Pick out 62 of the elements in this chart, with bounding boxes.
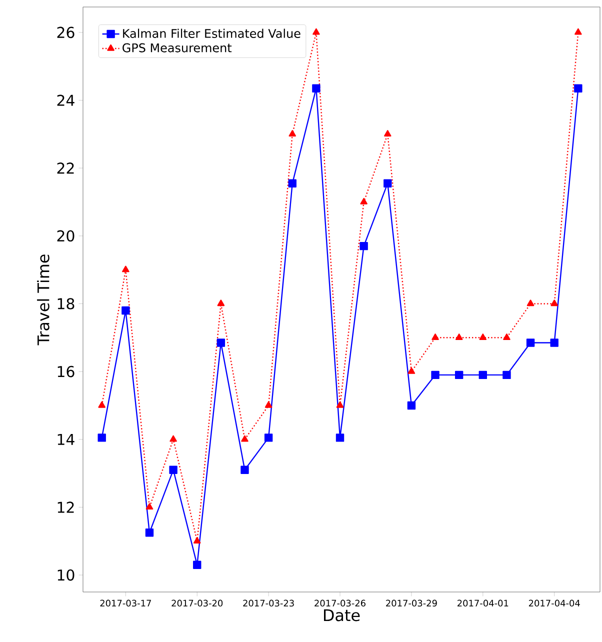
point — [360, 242, 368, 250]
point — [407, 401, 416, 410]
y-tick-label: 22 — [57, 162, 74, 174]
y-tick-label: 26 — [57, 26, 74, 38]
point — [479, 334, 487, 340]
point — [169, 466, 178, 474]
point — [145, 528, 154, 537]
point — [432, 334, 439, 340]
y-tick-label: 20 — [57, 230, 74, 242]
y-tick-label: 14 — [58, 434, 74, 445]
legend-label: Kalman Filter Estimated Value — [123, 28, 300, 38]
point — [122, 266, 130, 272]
x-tick-label: 2017-03-26 — [314, 600, 366, 607]
x-tick-label: 2017-04-04 — [528, 600, 580, 607]
point — [360, 198, 368, 204]
point — [454, 370, 464, 380]
point — [336, 434, 344, 442]
point — [312, 84, 320, 92]
point — [478, 370, 488, 380]
point — [384, 179, 392, 188]
point — [503, 334, 510, 340]
point — [336, 401, 344, 408]
point — [574, 84, 582, 92]
point — [264, 434, 273, 442]
x-axis-title: Date — [324, 609, 360, 622]
y-tick-label: 10 — [58, 569, 74, 581]
x-tick-label: 2017-04-01 — [458, 600, 508, 607]
point — [550, 338, 558, 347]
point — [455, 334, 463, 340]
point — [526, 300, 534, 306]
y-axis-title: Travel Time — [37, 254, 50, 346]
point — [170, 435, 177, 442]
point — [98, 401, 106, 408]
y-tick-label: 18 — [58, 298, 74, 310]
point — [288, 130, 296, 137]
x-tick-label: 2017-03-20 — [172, 600, 223, 607]
y-tick-label: 16 — [58, 366, 74, 378]
point — [502, 370, 511, 380]
point — [408, 367, 416, 374]
legend-label: GPS Measurement — [122, 43, 232, 52]
point — [122, 306, 130, 315]
y-tick-label: 24 — [57, 94, 74, 106]
point — [193, 537, 201, 544]
point — [264, 401, 272, 408]
point — [217, 300, 225, 306]
point — [574, 28, 582, 35]
point — [241, 435, 248, 442]
point — [312, 28, 320, 35]
point — [216, 338, 226, 347]
x-tick-label: 2017-03-23 — [243, 600, 294, 607]
point — [526, 338, 535, 347]
x-tick-label: 2017-03-29 — [386, 600, 437, 607]
x-tick-label: 2017-03-17 — [100, 600, 151, 607]
point — [240, 466, 249, 474]
point — [193, 560, 202, 569]
point — [98, 434, 106, 442]
point — [431, 370, 440, 380]
point — [550, 300, 558, 306]
y-tick-label: 12 — [58, 502, 74, 513]
point — [288, 179, 296, 188]
point — [384, 130, 392, 137]
point — [146, 503, 154, 510]
